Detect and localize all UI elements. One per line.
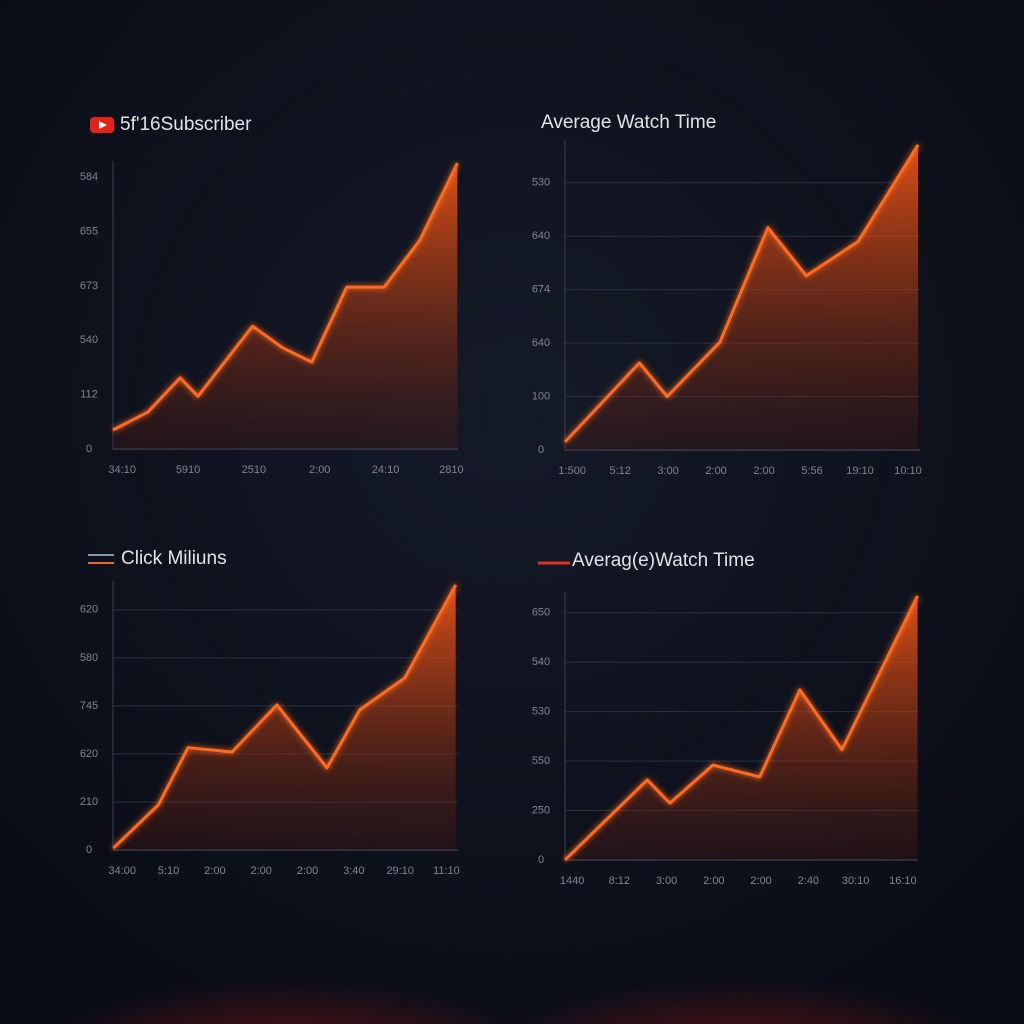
- line: [563, 144, 920, 444]
- y-tick-label: 0: [538, 444, 544, 456]
- x-tick-label: 2:40: [798, 875, 819, 887]
- line: [112, 162, 459, 432]
- x-tick-label: 3:40: [343, 865, 364, 877]
- y-tick-label: 584: [80, 171, 98, 183]
- area: [565, 144, 919, 450]
- floor-glow: [480, 890, 1000, 1024]
- x-tick-label: 2:00: [297, 865, 318, 877]
- chart-title: 5f'16Subscriber: [120, 114, 252, 135]
- y-tick-label: 580: [80, 652, 98, 664]
- x-tick-label: 10:10: [894, 465, 922, 477]
- y-tick-label: 650: [532, 607, 550, 619]
- x-tick-label: 2:00: [705, 465, 726, 477]
- floor-glow: [30, 890, 550, 1024]
- y-tick-label: 530: [532, 177, 550, 189]
- x-tick-label: 3:00: [656, 875, 677, 887]
- x-tick-label: 11:10: [433, 865, 460, 877]
- x-tick-label: 16:10: [889, 875, 917, 887]
- area: [113, 163, 458, 449]
- y-tick-label: 620: [80, 748, 98, 760]
- chart-title: Averag(e)Watch Time: [572, 550, 755, 571]
- line: [563, 595, 919, 862]
- x-tick-label: 30:10: [842, 875, 870, 887]
- y-tick-label: 673: [80, 280, 98, 292]
- y-tick-label: 550: [532, 755, 550, 767]
- x-tick-label: 2510: [242, 464, 266, 476]
- x-tick-label: 2:00: [204, 865, 225, 877]
- x-tick-label: 5910: [176, 464, 200, 476]
- x-tick-label: 2:00: [703, 875, 724, 887]
- x-tick-label: 34:10: [108, 464, 136, 476]
- y-tick-label: 0: [86, 844, 92, 856]
- line: [112, 584, 458, 850]
- y-tick-label: 0: [86, 443, 92, 455]
- x-tick-label: 2810: [439, 464, 463, 476]
- y-tick-label: 250: [532, 804, 550, 816]
- x-tick-label: 2:00: [753, 465, 774, 477]
- y-tick-label: 100: [532, 390, 550, 402]
- x-tick-label: 19:10: [846, 465, 874, 477]
- x-tick-label: 1:500: [558, 465, 586, 477]
- y-tick-label: 674: [532, 284, 550, 296]
- y-tick-label: 745: [80, 700, 98, 712]
- y-tick-label: 530: [532, 706, 550, 718]
- x-tick-label: 3:00: [657, 465, 678, 477]
- youtube-play: [99, 121, 107, 129]
- x-tick-label: 1440: [560, 875, 584, 887]
- y-tick-label: 540: [80, 334, 98, 346]
- y-tick-label: 540: [532, 656, 550, 668]
- area: [113, 584, 456, 850]
- x-tick-label: 5:10: [158, 865, 179, 877]
- y-tick-label: 655: [80, 226, 98, 238]
- y-tick-label: 112: [80, 389, 98, 401]
- x-tick-label: 2:00: [309, 464, 330, 476]
- chart-title: Average Watch Time: [541, 112, 716, 133]
- area: [565, 595, 918, 860]
- chart-title: Click Miliuns: [121, 548, 227, 569]
- y-tick-label: 620: [80, 604, 98, 616]
- x-tick-label: 5:56: [801, 465, 822, 477]
- y-tick-label: 0: [538, 854, 544, 866]
- x-tick-label: 8:12: [609, 875, 630, 887]
- x-tick-label: 5:12: [609, 465, 630, 477]
- y-tick-label: 640: [532, 230, 550, 242]
- x-tick-label: 24:10: [372, 464, 400, 476]
- y-tick-label: 640: [532, 337, 550, 349]
- y-tick-label: 210: [80, 796, 98, 808]
- x-tick-label: 2:00: [250, 865, 271, 877]
- x-tick-label: 29:10: [386, 865, 414, 877]
- x-tick-label: 34:00: [108, 865, 136, 877]
- x-tick-label: 2:00: [750, 875, 771, 887]
